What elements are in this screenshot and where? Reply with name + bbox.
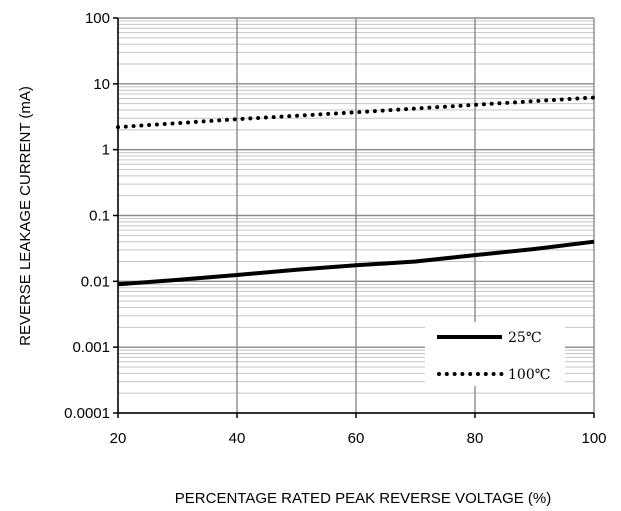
x-tick-label: 60 bbox=[348, 430, 365, 447]
legend-label-100c: 100℃ bbox=[508, 367, 550, 383]
y-tick-label: 10 bbox=[93, 76, 110, 93]
series-line-1 bbox=[116, 95, 596, 130]
tick-labels: 0.0001 0.001 0.01 0.1 1 10 100 20 40 60 80 100 bbox=[64, 10, 606, 447]
x-tick-label: 20 bbox=[110, 430, 127, 447]
y-tick-label: 100 bbox=[85, 10, 110, 27]
grid-lines bbox=[117, 17, 595, 414]
legend: 25℃ 100℃ bbox=[425, 322, 565, 386]
x-axis-title: PERCENTAGE RATED PEAK REVERSE VOLTAGE (%… bbox=[175, 490, 551, 507]
x-tick-label: 40 bbox=[229, 430, 246, 447]
y-tick-label: 0.1 bbox=[89, 208, 110, 225]
x-tick-label: 100 bbox=[581, 430, 606, 447]
y-axis-title: REVERSE LEAKAGE CURRENT (mA) bbox=[17, 86, 34, 346]
axes bbox=[113, 17, 595, 418]
series-line-0 bbox=[117, 239, 595, 287]
y-tick-label: 1 bbox=[102, 142, 110, 159]
series-lines bbox=[116, 95, 596, 287]
legend-label-25c: 25℃ bbox=[508, 330, 541, 346]
x-tick-label: 80 bbox=[467, 430, 484, 447]
y-tick-label: 0.0001 bbox=[64, 405, 110, 422]
y-tick-label: 0.001 bbox=[72, 339, 110, 356]
y-tick-label: 0.01 bbox=[81, 273, 110, 290]
